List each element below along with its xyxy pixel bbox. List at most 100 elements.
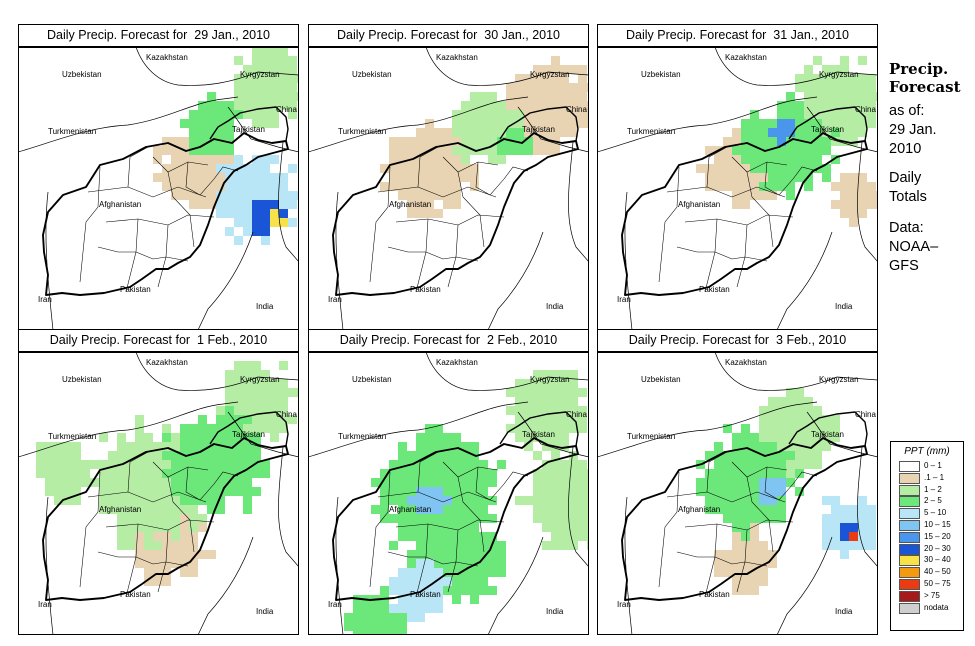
precip-cell [144,541,153,550]
precip-cell [243,227,252,236]
label-turkmenistan: Turkmenistan [48,127,96,136]
legend-row: 30 – 40 [891,554,963,567]
precip-field [380,56,589,218]
precip-cell [488,119,497,128]
precip-cell [479,478,488,487]
precip-cell [425,568,434,577]
precip-cell [425,191,434,200]
precip-cell [362,604,371,613]
precip-cell [198,460,207,469]
precip-cell [542,424,551,433]
precip-cell [144,460,153,469]
precip-cell [135,523,144,532]
precip-cell [234,361,243,370]
precip-cell [443,496,452,505]
precip-cell [705,164,714,173]
data-label: Data: [889,220,924,236]
precip-cell [416,155,425,164]
precip-cell [786,433,795,442]
precip-cell [216,478,225,487]
precip-cell [759,460,768,469]
precip-cell [858,83,867,92]
precip-cell [461,460,470,469]
precip-cell [804,65,813,74]
precip-cell [288,164,297,173]
precip-cell [243,182,252,191]
precip-cell [786,155,795,164]
precip-cell [443,514,452,523]
label-kazakhstan: Kazakhstan [436,358,478,367]
precip-cell [560,541,569,550]
precip-cell [840,505,849,514]
precip-cell [831,532,840,541]
precip-cell [533,424,542,433]
precip-cell [443,200,452,209]
precip-cell [425,469,434,478]
label-india: India [835,302,853,311]
province-borders [79,146,239,293]
precip-cell [416,460,425,469]
precip-cell [578,388,587,397]
precip-cell [434,568,443,577]
precip-cell [569,65,578,74]
precip-cell [804,433,813,442]
precip-cell [416,514,425,523]
precip-cell [243,200,252,209]
precip-cell [234,370,243,379]
precip-cell [243,191,252,200]
precip-cell [533,65,542,74]
precip-cell [849,110,858,119]
precip-cell [279,388,288,397]
precip-cell [759,550,768,559]
precip-cell [560,478,569,487]
totals-label: Totals [889,189,927,205]
precip-cell [434,577,443,586]
precip-cell [398,478,407,487]
precip-cell [144,550,153,559]
precip-cell [759,415,768,424]
precip-cell [434,182,443,191]
precip-cell [279,74,288,83]
precip-cell [207,173,216,182]
precip-cell [216,460,225,469]
precip-cell [569,92,578,101]
precip-cell [398,191,407,200]
precip-cell [434,469,443,478]
precip-cell [542,406,551,415]
precip-cell [171,433,180,442]
precip-cell [243,370,252,379]
precip-cell [234,424,243,433]
precip-cell [207,550,216,559]
precip-cell [99,460,108,469]
precip-cell [470,110,479,119]
precip-cell [279,191,288,200]
precip-cell [189,433,198,442]
precip-cell [443,137,452,146]
precip-cell [434,433,443,442]
precip-cell [551,101,560,110]
precip-cell [831,514,840,523]
legend-label: 20 – 30 [924,543,951,553]
precip-cell [822,514,831,523]
precip-cell [234,478,243,487]
precip-cell [36,469,45,478]
precip-cell [252,379,261,388]
precip-cell [162,146,171,155]
precip-cell [126,505,135,514]
precip-cell [216,442,225,451]
precip-cell [551,469,560,478]
precip-cell [279,397,288,406]
precip-field [696,56,878,227]
precip-cell [578,487,587,496]
precip-cell [45,460,54,469]
precip-cell [443,451,452,460]
precip-cell [288,56,297,65]
precip-cell [768,487,777,496]
forecast-map: Kazakhstan Uzbekistan Kyrgyzstan China T… [597,47,878,330]
precip-cell [804,119,813,128]
precip-cell [750,577,759,586]
precip-cell [252,101,261,110]
precip-cell [506,110,515,119]
precip-cell [252,451,261,460]
precip-cell [470,460,479,469]
